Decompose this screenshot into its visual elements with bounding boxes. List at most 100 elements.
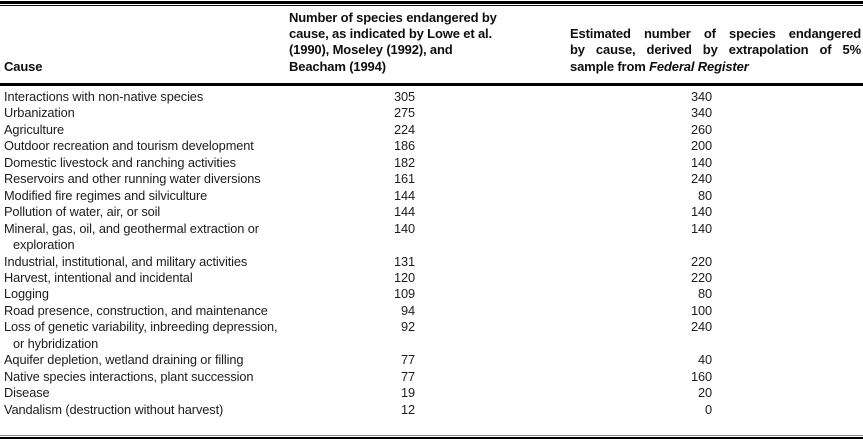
lowe-count-cell: 161 <box>393 171 415 187</box>
lowe-count-cell: 140 <box>393 220 415 236</box>
table-row: Outdoor recreation and tourism developme… <box>0 138 863 154</box>
cause-cell: Harvest, intentional and incidental <box>0 270 358 286</box>
cause-cell: Mineral, gas, oil, and geothermal extrac… <box>0 221 358 254</box>
table-row: Logging 109 80 <box>0 286 863 302</box>
table-header: Cause Number of species endangered by cau… <box>0 6 863 83</box>
cause-cell: Industrial, institutional, and military … <box>0 254 358 270</box>
header-lowe-count-column: Number of species endangered by cause, as… <box>285 10 566 75</box>
table-row: Industrial, institutional, and military … <box>0 254 863 270</box>
lowe-count-cell: 275 <box>393 105 415 121</box>
cause-text: Domestic livestock and ranching activiti… <box>4 154 236 170</box>
cause-text: Modified fire regimes and silviculture <box>4 187 208 203</box>
cause-text: Loss of genetic variability, inbreeding … <box>4 319 278 335</box>
lowe-count-cell: 120 <box>393 269 415 285</box>
federal-estimate-cell: 240 <box>690 171 712 187</box>
cause-text-continuation: exploration <box>13 237 75 253</box>
cause-text-continuation: or hybridization <box>13 335 99 351</box>
cause-cell: Loss of genetic variability, inbreeding … <box>0 319 358 352</box>
cause-text: Pollution of water, air, or soil <box>4 204 161 220</box>
cause-text: Aquifer depletion, wetland draining or f… <box>4 352 244 368</box>
bottom-spacer <box>0 418 863 435</box>
federal-estimate-cell: 100 <box>690 302 712 318</box>
federal-estimate-cell: 340 <box>690 105 712 121</box>
cause-cell: Reservoirs and other running water diver… <box>0 171 358 187</box>
lowe-count-cell: 12 <box>400 401 415 417</box>
lowe-count-cell: 144 <box>393 204 415 220</box>
table-row: Domestic livestock and ranching activiti… <box>0 155 863 171</box>
cause-cell: Outdoor recreation and tourism developme… <box>0 138 358 154</box>
header-line: sample from Federal Register <box>570 58 749 74</box>
lowe-count-cell: 94 <box>400 302 415 318</box>
cause-cell: Domestic livestock and ranching activiti… <box>0 155 358 171</box>
federal-register-italic: Federal Register <box>649 58 749 74</box>
cause-text: Outdoor recreation and tourism developme… <box>4 138 254 154</box>
cause-text: Native species interactions, plant succe… <box>4 368 254 384</box>
lowe-count-cell: 92 <box>400 319 415 335</box>
lowe-count-cell: 182 <box>393 154 415 170</box>
bottom-rule-thick <box>0 436 863 440</box>
federal-estimate-cell: 260 <box>690 121 712 137</box>
cause-text: Industrial, institutional, and military … <box>4 253 248 269</box>
table-body: Interactions with non-native species 305 3… <box>0 86 863 419</box>
federal-estimate-cell: 0 <box>704 401 712 417</box>
table-row: Loss of genetic variability, inbreeding … <box>0 319 863 352</box>
bottom-rule-thin <box>0 435 863 437</box>
top-rule-thin <box>0 5 863 6</box>
table-row: Harvest, intentional and incidental 120 22… <box>0 270 863 286</box>
top-rule-thick <box>0 1 863 4</box>
lowe-count-cell: 77 <box>400 352 415 368</box>
cause-text: Agriculture <box>4 121 65 137</box>
table-row: Road presence, construction, and mainten… <box>0 303 863 319</box>
cause-text: Harvest, intentional and incidental <box>4 269 193 285</box>
table-row: Pollution of water, air, or soil 144 140 <box>0 204 863 220</box>
federal-estimate-cell: 220 <box>690 269 712 285</box>
table-row: Interactions with non-native species 305 3… <box>0 89 863 105</box>
cause-text: Road presence, construction, and mainten… <box>4 302 268 318</box>
lowe-count-cell: 186 <box>393 138 415 154</box>
federal-estimate-cell: 200 <box>690 138 712 154</box>
table-row: Urbanization 275 340 <box>0 105 863 121</box>
federal-estimate-cell: 40 <box>697 352 712 368</box>
cause-cell: Agriculture <box>0 122 358 138</box>
federal-estimate-cell: 80 <box>697 286 712 302</box>
table-row: Vandalism (destruction without harvest) 1… <box>0 402 863 418</box>
cause-text: Interactions with non-native species <box>4 89 204 104</box>
lowe-count-cell: 19 <box>400 385 415 401</box>
lowe-count-cell: 305 <box>393 89 415 104</box>
federal-estimate-cell: 140 <box>690 204 712 220</box>
federal-estimate-cell: 20 <box>697 385 712 401</box>
cause-cell: Logging <box>0 286 358 302</box>
lowe-count-cell: 131 <box>393 253 415 269</box>
cause-cell: Road presence, construction, and mainten… <box>0 303 358 319</box>
cause-text: Urbanization <box>4 105 75 121</box>
header-separator-rule <box>0 83 863 86</box>
cause-cell: Modified fire regimes and silviculture <box>0 188 358 204</box>
federal-estimate-cell: 240 <box>690 319 712 335</box>
cause-text: Reservoirs and other running water diver… <box>4 171 261 187</box>
table-row: Reservoirs and other running water diver… <box>0 171 863 187</box>
table-row: Mineral, gas, oil, and geothermal extrac… <box>0 221 863 254</box>
cause-cell: Aquifer depletion, wetland draining or f… <box>0 352 358 368</box>
cause-text: Logging <box>4 286 49 302</box>
header-cause-column: Cause <box>4 58 43 74</box>
cause-text: Vandalism (destruction without harvest) <box>4 401 224 417</box>
cause-text: Mineral, gas, oil, and geothermal extrac… <box>4 220 259 236</box>
header-line: (1990), Moseley (1992), and <box>289 42 453 58</box>
header-federal-estimate-column: Estimated number of species endangered by… <box>566 26 863 75</box>
lowe-count-cell: 77 <box>400 368 415 384</box>
lowe-count-cell: 224 <box>393 121 415 137</box>
cause-cell: Urbanization <box>0 105 358 121</box>
lowe-count-cell: 109 <box>393 286 415 302</box>
lowe-count-cell: 144 <box>393 187 415 203</box>
cause-cell: Pollution of water, air, or soil <box>0 204 358 220</box>
table-row: Modified fire regimes and silviculture 14… <box>0 188 863 204</box>
table-row: Disease 19 20 <box>0 385 863 401</box>
table-row: Native species interactions, plant succe… <box>0 369 863 385</box>
header-line: Beacham (1994) <box>289 58 386 74</box>
federal-estimate-cell: 220 <box>690 253 712 269</box>
header-line: Number of species endangered by <box>289 9 497 25</box>
federal-estimate-cell: 340 <box>690 89 712 104</box>
header-line: Estimated number of species endangered <box>570 26 861 42</box>
federal-estimate-cell: 140 <box>690 154 712 170</box>
